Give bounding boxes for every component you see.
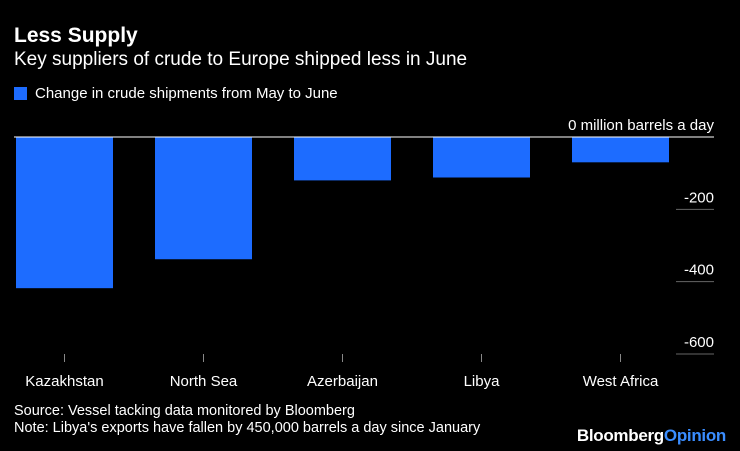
x-tick-label: North Sea <box>170 373 238 390</box>
chart-subtitle: Key suppliers of crude to Europe shipped… <box>14 49 468 70</box>
bar-chart: 0 million barrels a day -200 -400 -600 Kazak… <box>14 117 714 390</box>
x-tick-label: Kazakhstan <box>25 373 103 390</box>
bloomberg-opinion-logo: BloombergOpinion <box>576 426 726 445</box>
bar-west-africa <box>572 137 669 163</box>
x-tick-label: West Africa <box>583 373 659 390</box>
x-tick-label: Libya <box>464 373 501 390</box>
footer: Source: Vessel tacking data monitored by… <box>14 403 480 437</box>
footnote: Note: Libya's exports have fallen by 450… <box>14 420 481 436</box>
legend-swatch <box>14 87 27 100</box>
y-tick-label: 0 million barrels a day <box>568 117 714 134</box>
bar-libya <box>433 137 530 178</box>
x-tick-label: Azerbaijan <box>307 373 378 390</box>
bar-azerbaijan <box>294 137 391 181</box>
bar-kazakhstan <box>16 137 113 289</box>
source-note: Source: Vessel tacking data monitored by… <box>14 403 355 419</box>
y-tick-label: -600 <box>684 334 714 351</box>
chart-title: Less Supply <box>14 24 138 47</box>
legend: Change in crude shipments from May to Ju… <box>14 85 338 102</box>
y-tick-label: -400 <box>684 262 714 279</box>
y-tick-label: -200 <box>684 189 714 206</box>
legend-label: Change in crude shipments from May to Ju… <box>35 85 338 102</box>
bar-north-sea <box>155 137 252 260</box>
